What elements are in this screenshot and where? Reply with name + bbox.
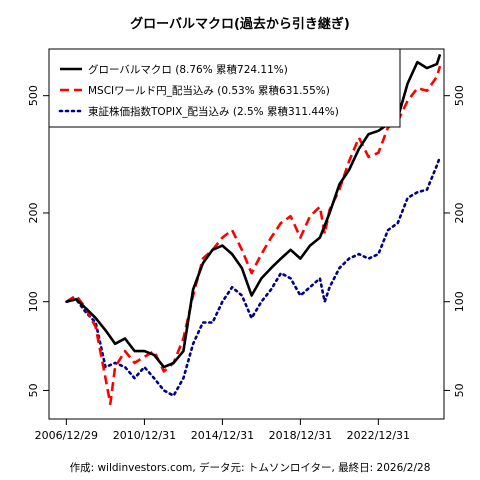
x-tick-label: 2010/12/31	[113, 429, 176, 442]
legend: グローバルマクロ (8.76% 累積724.11%) MSCIワールド円_配当込み…	[48, 48, 401, 128]
series-line-1	[65, 65, 442, 406]
x-tick-label: 2022/12/31	[347, 429, 410, 442]
y-tick-label-left: 200	[27, 202, 40, 223]
x-tick-label: 2006/12/29	[35, 429, 98, 442]
chart-footer: 作成: wildinvestors.com, データ元: トムソンロイター, 最…	[70, 461, 431, 474]
legend-label-1: MSCIワールド円_配当込み (0.53% 累積631.55%)	[88, 84, 330, 97]
y-tick-label-right: 100	[453, 291, 466, 312]
series-line-2	[65, 155, 442, 397]
y-tick-label-left: 500	[27, 85, 40, 106]
legend-label-0: グローバルマクロ (8.76% 累積724.11%)	[88, 63, 288, 76]
y-tick-label-right: 50	[453, 383, 466, 397]
y-tick-label-right: 200	[453, 202, 466, 223]
x-tick-label: 2018/12/31	[269, 429, 332, 442]
legend-label-2: 東証株価指数TOPIX_配当込み (2.5% 累積311.44%)	[88, 105, 339, 118]
y-tick-label-left: 100	[27, 291, 40, 312]
x-tick-label: 2014/12/31	[191, 429, 254, 442]
axes: 50 50 100 100 200 200 500 500 2006/12/29 2010/12/…	[27, 85, 466, 442]
y-tick-label-right: 500	[453, 85, 466, 106]
chart-title: グローバルマクロ(過去から引き継ぎ)	[130, 16, 350, 32]
legend-box	[48, 48, 401, 128]
y-tick-label-left: 50	[27, 383, 40, 397]
